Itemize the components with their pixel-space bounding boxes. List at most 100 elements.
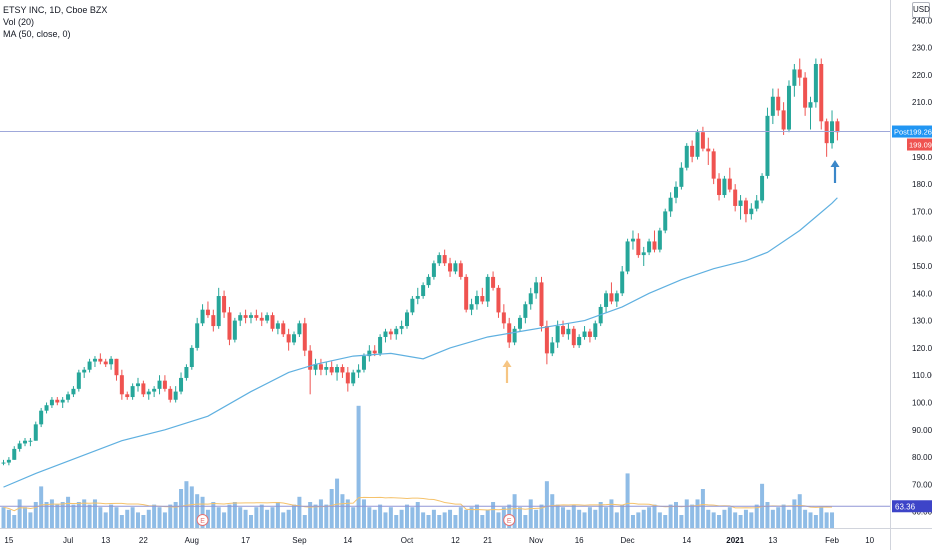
time-tick-label: 10 [865, 536, 874, 545]
volume-bar [243, 509, 248, 528]
volume-bar [684, 499, 689, 528]
blue-up-arrow-icon [830, 160, 840, 183]
volume-bar [593, 509, 598, 528]
candle-down [727, 178, 732, 190]
currency-button[interactable]: USD [912, 2, 930, 18]
volume-bar [464, 509, 469, 528]
candle-up [265, 315, 270, 321]
ma50-line [3, 197, 838, 488]
volume-bar [184, 481, 189, 528]
volume-bar [711, 512, 716, 528]
price-tick-label: 170.00 [912, 207, 932, 216]
volume-bar [329, 489, 334, 528]
candle-down [636, 238, 641, 256]
volume-bar [421, 512, 426, 528]
candle-down [819, 63, 824, 122]
volume-bar [55, 504, 60, 528]
volume-bar [614, 512, 619, 528]
volume-bar [625, 473, 630, 528]
candle-up [232, 320, 237, 340]
volume-legend[interactable]: Vol (20) [3, 17, 35, 27]
volume-bar [216, 507, 221, 528]
candle-up [39, 410, 44, 425]
volume-bar [232, 502, 237, 528]
volume-bar [679, 515, 684, 528]
symbol-title[interactable]: ETSY INC, 1D, Cboe BZX [3, 5, 108, 15]
volume-bar [598, 502, 603, 528]
volume-bar [92, 499, 97, 528]
volume-bar [87, 504, 92, 528]
volume-bar [410, 507, 415, 528]
last-price-badge [907, 138, 932, 151]
volume-bar [577, 509, 582, 528]
candle-down [824, 121, 829, 144]
volume-bar [437, 515, 442, 528]
price-tick-label: 220.00 [912, 71, 932, 80]
candle-up [297, 323, 302, 335]
candle-up [356, 369, 361, 373]
candle-up [786, 85, 791, 130]
candle-down [458, 263, 463, 277]
candle-up [146, 391, 151, 395]
volume-bar [60, 502, 65, 528]
volume-bar [146, 509, 151, 528]
candle-down [98, 358, 103, 362]
volume-bar [345, 499, 350, 528]
candle-down [345, 372, 350, 384]
candle-down [103, 361, 108, 365]
volume-bar [66, 496, 71, 528]
candles [1, 58, 840, 466]
candle-up [292, 334, 297, 343]
candle-down [464, 276, 469, 310]
time-tick-label: Sep [292, 536, 307, 545]
candle-down [835, 121, 840, 133]
earnings-marker-icon [196, 514, 209, 526]
candle-up [679, 167, 684, 187]
candle-down [587, 331, 592, 337]
candle-up [512, 328, 517, 343]
volume-bar [33, 502, 38, 528]
candle-down [119, 375, 124, 395]
candle-up [195, 323, 200, 348]
candle-down [480, 296, 485, 302]
candle-down [270, 315, 275, 329]
candle-down [700, 132, 705, 149]
candle-up [582, 331, 587, 337]
volume-bar [394, 515, 399, 528]
candle-down [571, 328, 576, 346]
candle-down [141, 383, 146, 395]
volume-bar [539, 504, 544, 528]
ma-legend[interactable]: MA (50, close, 0) [3, 29, 71, 39]
volume-bar [222, 512, 227, 528]
volume-level-label: 63.36 [895, 502, 916, 511]
candle-up [405, 312, 409, 327]
time-tick-label: 14 [343, 536, 352, 545]
volume-bar [340, 494, 345, 528]
candle-up [620, 271, 625, 294]
volume-bar [168, 504, 173, 528]
candle-up [410, 298, 415, 313]
candle-up [82, 369, 87, 373]
candle-up [33, 424, 38, 441]
candle-up [614, 293, 619, 302]
volume-bar [238, 507, 243, 528]
volume-bar [674, 502, 678, 528]
price-axis[interactable]: 60.0070.0080.0090.00100.00110.00120.0013… [892, 16, 932, 517]
candle-up [830, 121, 835, 144]
volume-bar [566, 509, 571, 528]
candle-up [6, 459, 11, 463]
volume-bar [114, 507, 119, 528]
volume-bar [179, 489, 184, 528]
earnings-marker-icon [503, 514, 516, 526]
candle-up [534, 282, 539, 294]
volume-bar [786, 509, 791, 528]
volume-bar [830, 512, 835, 528]
time-axis[interactable]: 15 Jul 13 22 Aug 17 Sep 14 Oct 12 21 Nov 16 Dec 14 2021… [4, 536, 874, 545]
candle-up [136, 383, 140, 387]
volume-bar [647, 507, 652, 528]
candle-down [162, 380, 167, 389]
volume-bar [12, 515, 17, 528]
candle-down [55, 399, 60, 403]
time-tick-label: Dec [620, 536, 634, 545]
